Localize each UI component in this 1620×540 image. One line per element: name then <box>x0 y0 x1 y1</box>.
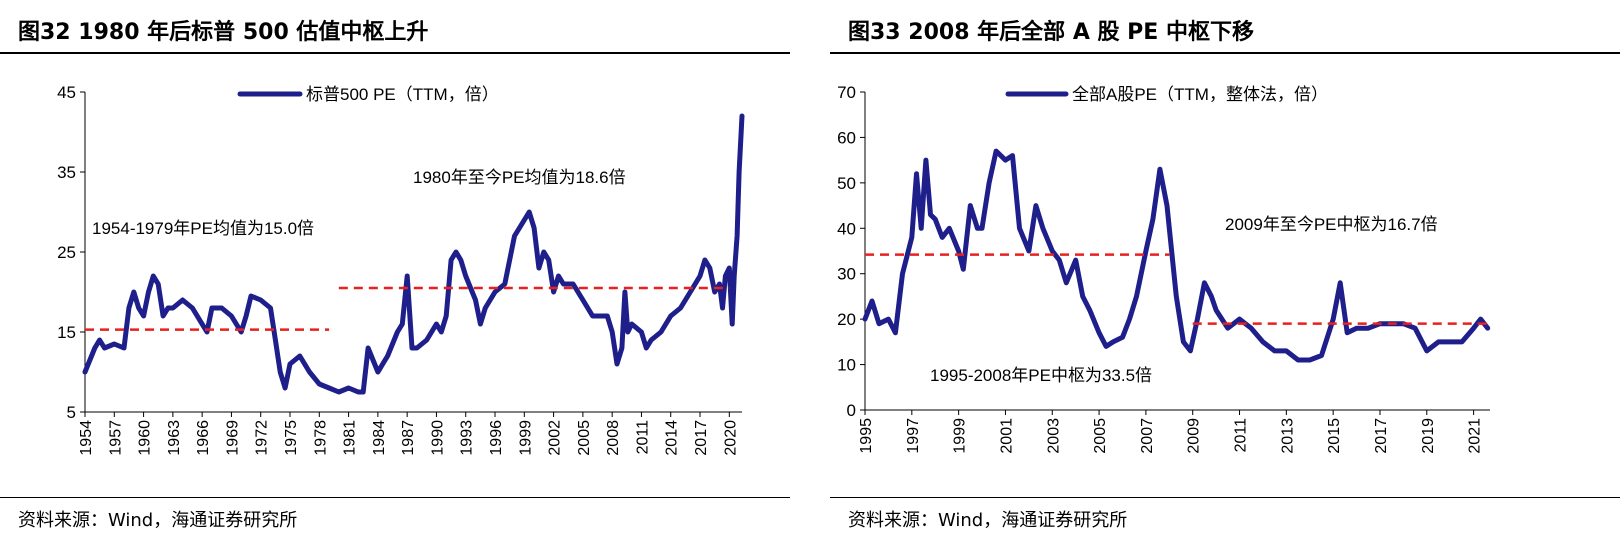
figure-title: 图32 1980 年后标普 500 估值中枢上升 <box>18 20 429 45</box>
x-tick-label: 1997 <box>905 418 922 454</box>
x-tick-label: 1957 <box>107 420 124 456</box>
x-tick-label: 1996 <box>488 420 505 456</box>
x-tick-label: 1995 <box>858 418 875 454</box>
reference-label: 2009年至今PE中枢为16.7倍 <box>1225 215 1438 234</box>
title-divider <box>0 52 790 54</box>
y-tick-label: 10 <box>837 356 856 375</box>
x-tick-label: 2003 <box>1045 418 1062 454</box>
x-tick-label: 1999 <box>952 418 969 454</box>
x-tick-label: 2005 <box>576 420 593 456</box>
x-tick-label: 1993 <box>459 420 476 456</box>
x-tick-label: 1954 <box>78 420 95 456</box>
chart-a-share-pe: 0 10 20 30 40 50 60 70 1995 1997 1999 2001 2003 2005 2… <box>837 83 1491 454</box>
source-divider <box>0 497 790 498</box>
x-tick-label: 2007 <box>1139 418 1156 454</box>
x-tick-label: 1999 <box>517 420 534 456</box>
x-tick-label: 2011 <box>634 420 651 455</box>
series-line <box>862 148 1491 363</box>
x-tick-label: 2008 <box>605 420 622 456</box>
x-tick-label: 1963 <box>166 420 183 456</box>
x-tick-label: 1990 <box>429 420 446 456</box>
figure-panel-left: 图32 1980 年后标普 500 估值中枢上升 5 15 25 35 45 1954 19… <box>0 0 790 540</box>
x-tick-label: 1960 <box>137 420 154 456</box>
y-tick-label: 35 <box>57 163 76 182</box>
source-note: 资料来源：Wind，海通证券研究所 <box>18 510 298 531</box>
x-tick-label: 1972 <box>254 420 271 456</box>
y-tick-label: 70 <box>837 83 856 102</box>
x-tick-label: 2017 <box>693 420 710 456</box>
y-tick-label: 40 <box>837 219 856 238</box>
x-tick-label: 2013 <box>1279 418 1296 454</box>
y-tick-label: 50 <box>837 174 856 193</box>
y-tick-label: 20 <box>837 310 856 329</box>
x-tick-label: 1966 <box>195 420 212 456</box>
x-tick-label: 2002 <box>547 420 564 456</box>
x-tick-label: 2017 <box>1373 418 1390 454</box>
x-tick-label: 1969 <box>224 420 241 456</box>
y-tick-label: 15 <box>57 323 76 342</box>
y-tick-label: 30 <box>837 265 856 284</box>
x-tick-label: 2011 <box>1233 418 1250 453</box>
source-divider <box>830 497 1620 498</box>
x-tick-label: 2021 <box>1467 418 1484 454</box>
x-tick-label: 1978 <box>312 420 329 456</box>
figure-panel-right: 图33 2008 年后全部 A 股 PE 中枢下移 0 10 20 30 40 50 60 7… <box>830 0 1620 540</box>
x-tick-label: 1987 <box>400 420 417 456</box>
y-tick-label: 45 <box>57 83 76 102</box>
reference-label: 1980年至今PE均值为18.6倍 <box>413 168 626 187</box>
series-line <box>82 113 745 395</box>
legend-label: 全部A股PE（TTM，整体法，倍） <box>1072 85 1328 104</box>
x-tick-label: 1984 <box>371 420 388 456</box>
y-tick-label: 25 <box>57 243 76 262</box>
x-tick-label: 2009 <box>1186 418 1203 454</box>
legend-label: 标普500 PE（TTM，倍） <box>306 85 499 104</box>
x-tick-label: 2020 <box>722 420 739 456</box>
reference-label: 1995-2008年PE中枢为33.5倍 <box>930 366 1152 385</box>
x-tick-label: 2014 <box>664 420 681 456</box>
title-divider <box>830 52 1620 54</box>
x-tick-label: 2015 <box>1326 418 1343 454</box>
figure-title: 图33 2008 年后全部 A 股 PE 中枢下移 <box>848 20 1254 45</box>
y-tick-label: 60 <box>837 128 856 147</box>
source-note: 资料来源：Wind，海通证券研究所 <box>848 510 1128 531</box>
y-tick-label: 5 <box>67 403 76 422</box>
x-tick-label: 1975 <box>283 420 300 456</box>
y-tick-label: 0 <box>847 401 856 420</box>
x-tick-label: 2001 <box>998 418 1015 454</box>
reference-label: 1954-1979年PE均值为15.0倍 <box>92 219 314 238</box>
x-tick-label: 2005 <box>1092 418 1109 454</box>
x-tick-label: 2019 <box>1420 418 1437 454</box>
chart-sp500-pe: 5 15 25 35 45 1954 1957 1960 1963 1966 1969 1972 197… <box>57 83 745 456</box>
x-tick-label: 1981 <box>342 420 359 456</box>
